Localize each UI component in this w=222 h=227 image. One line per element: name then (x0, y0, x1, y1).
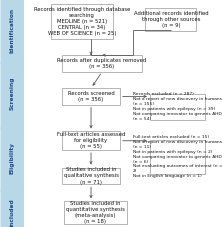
Text: Screening: Screening (10, 76, 15, 110)
Text: Included: Included (10, 198, 15, 227)
Text: Records excluded (n = 287)
Not a report of new discovery in humans
(n = 155)
Not: Records excluded (n = 287) Not a report … (133, 92, 222, 121)
Text: Full-text articles excluded (n = 15)
Not a report of new discovery in humans
(n : Full-text articles excluded (n = 15) Not… (133, 135, 222, 178)
Text: Identification: Identification (10, 8, 15, 53)
FancyBboxPatch shape (0, 126, 24, 192)
FancyBboxPatch shape (62, 88, 120, 105)
Text: Records screened
(n = 356): Records screened (n = 356) (68, 91, 114, 102)
FancyBboxPatch shape (145, 8, 196, 31)
Text: Additional records identified
through other sources
(n = 9): Additional records identified through ot… (134, 11, 208, 28)
FancyBboxPatch shape (150, 140, 205, 174)
FancyBboxPatch shape (0, 62, 24, 130)
Text: Full-text articles assessed
for eligibility
(n = 55): Full-text articles assessed for eligibil… (57, 132, 125, 149)
FancyBboxPatch shape (0, 189, 24, 227)
FancyBboxPatch shape (62, 131, 120, 150)
Text: Studies included in
qualitative synthesis
(n = 71): Studies included in qualitative synthesi… (63, 167, 119, 185)
FancyBboxPatch shape (150, 94, 205, 120)
FancyBboxPatch shape (51, 4, 113, 39)
FancyBboxPatch shape (62, 168, 120, 184)
Text: Eligibility: Eligibility (10, 142, 15, 174)
Text: Records after duplicates removed
(n = 356): Records after duplicates removed (n = 35… (57, 58, 147, 69)
Text: Studies included in
quantitative synthesis
(meta-analysis)
(n = 18): Studies included in quantitative synthes… (66, 201, 125, 225)
Text: Records identified through database
searching
MEDLINE (n = 521)
CENTRAL (n = 34): Records identified through database sear… (34, 7, 130, 37)
FancyBboxPatch shape (0, 0, 24, 65)
FancyBboxPatch shape (64, 201, 127, 224)
FancyBboxPatch shape (62, 55, 142, 72)
